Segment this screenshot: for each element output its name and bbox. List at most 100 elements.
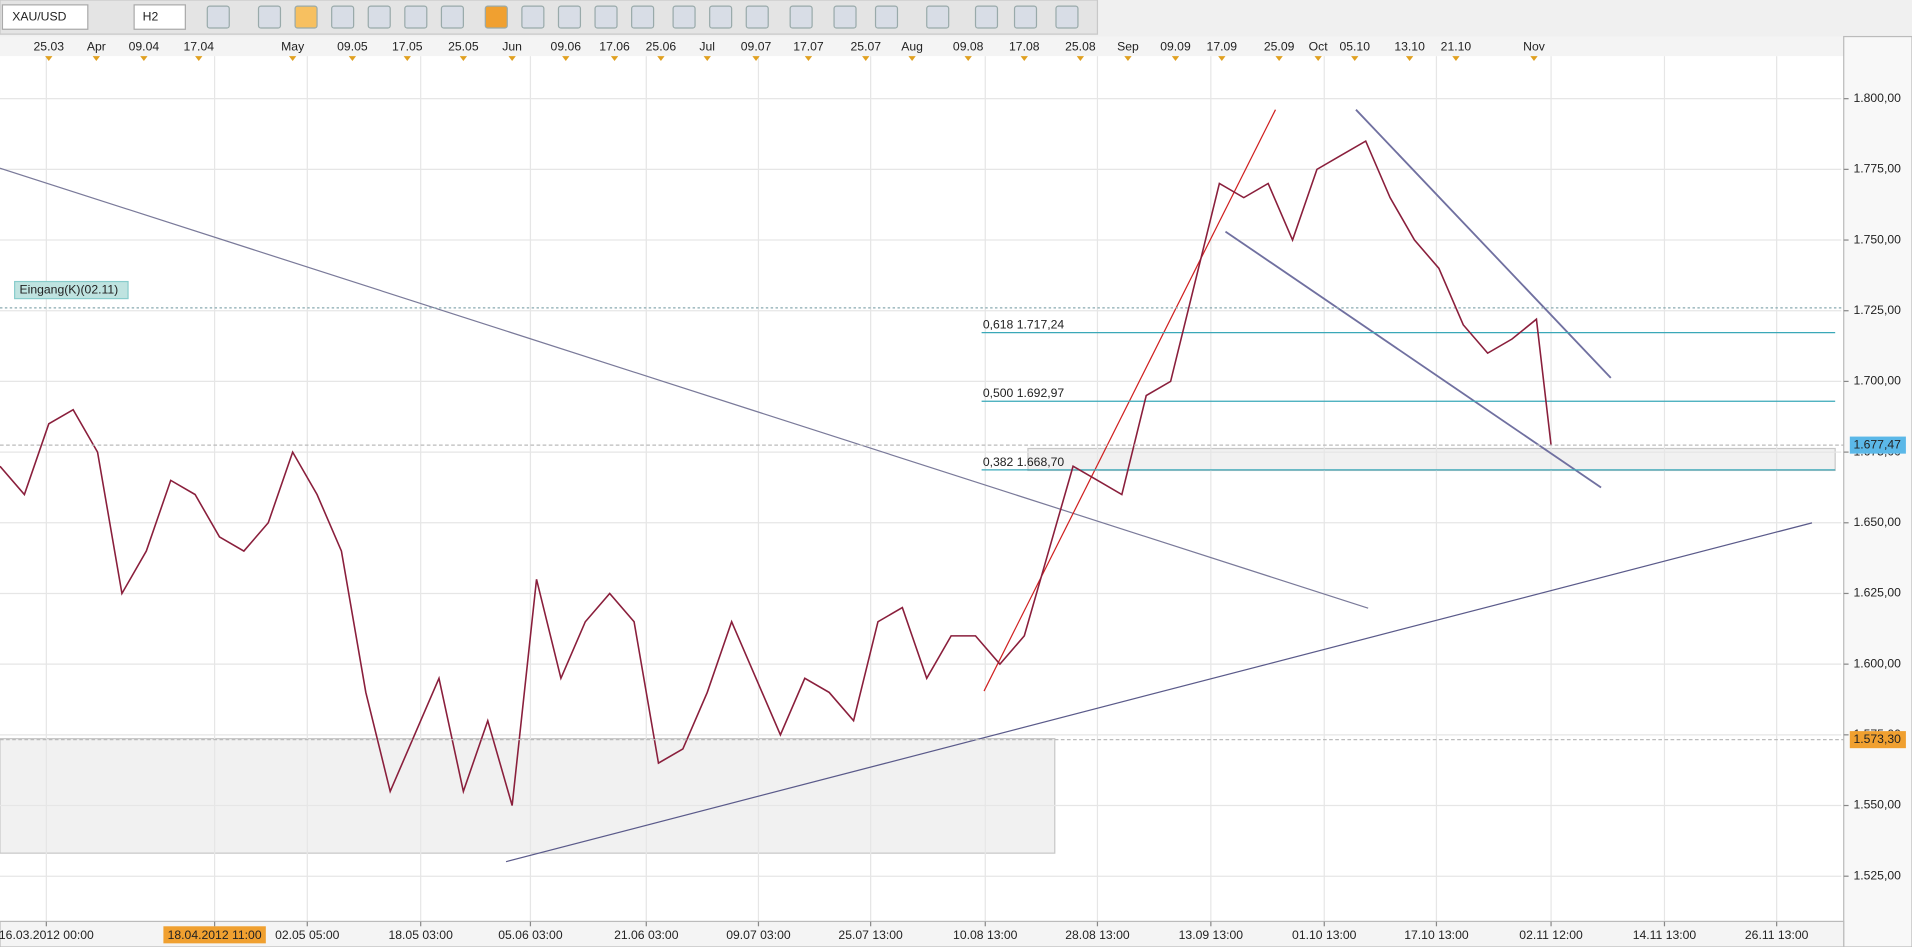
top-axis-label: Jul xyxy=(699,40,715,54)
tool-button[interactable] xyxy=(709,5,733,29)
price-line xyxy=(0,139,1552,806)
top-axis-label: 09.06 xyxy=(551,40,582,54)
tool-button[interactable] xyxy=(331,5,355,29)
tool-button[interactable] xyxy=(257,5,282,29)
top-axis-label: 25.08 xyxy=(1065,40,1096,54)
y-tick-label: 1.725,00 xyxy=(1853,303,1901,317)
time-tick xyxy=(1314,56,1322,61)
top-axis-label: Apr xyxy=(87,40,106,54)
top-axis-label: Nov xyxy=(1523,40,1546,54)
tool-button[interactable] xyxy=(557,5,582,29)
trendline xyxy=(0,167,1369,609)
time-tick xyxy=(288,56,297,61)
top-axis-label: May xyxy=(281,40,305,54)
tool-button[interactable] xyxy=(789,5,813,29)
bottom-axis-label: 02.11 12:00 xyxy=(1519,928,1583,942)
top-axis-label: 17.05 xyxy=(392,40,423,54)
symbol-select[interactable] xyxy=(1,4,89,30)
tool-button[interactable] xyxy=(874,5,899,29)
bottom-axis-label: 13.09 13:00 xyxy=(1179,928,1244,942)
bottom-axis-label: 10.08 13:00 xyxy=(953,928,1018,942)
tool-button[interactable] xyxy=(294,5,318,29)
timeframe-select[interactable] xyxy=(133,4,186,30)
time-tick xyxy=(45,56,53,61)
bottom-axis-label: 21.06 03:00 xyxy=(614,928,679,942)
top-axis-label: 25.07 xyxy=(851,40,882,54)
top-axis-label: Oct xyxy=(1309,40,1329,54)
symbol: XAU/USD xyxy=(12,9,66,23)
trendline xyxy=(505,522,1813,863)
tool-button[interactable] xyxy=(440,5,464,29)
entry-label: Eingang(K)(02.11) xyxy=(20,282,119,296)
top-axis xyxy=(0,36,1844,57)
top-axis-label: 25.03 xyxy=(34,40,65,54)
bottom-axis-label: 17.10 13:00 xyxy=(1404,928,1469,942)
top-axis-label: 09.04 xyxy=(129,40,160,54)
top-axis-label: 05.10 xyxy=(1339,40,1370,54)
time-tick xyxy=(1076,56,1085,61)
time-tick xyxy=(1452,56,1460,61)
time-tick xyxy=(1020,56,1028,61)
time-tick xyxy=(862,56,870,61)
time-tick xyxy=(348,56,357,61)
top-axis-label: 21.10 xyxy=(1441,40,1472,54)
top-axis-label: 25.09 xyxy=(1264,40,1295,54)
tool-button[interactable] xyxy=(404,5,428,29)
bottom-axis-label: 01.10 13:00 xyxy=(1292,928,1357,942)
tool-button[interactable] xyxy=(672,5,696,29)
bottom-axis-label: 02.05 05:00 xyxy=(275,928,340,942)
y-tick-label: 1.550,00 xyxy=(1853,798,1901,812)
trendline xyxy=(983,109,1277,692)
top-axis-label: Sep xyxy=(1117,40,1139,54)
y-tick-label: 1.525,00 xyxy=(1853,868,1901,882)
top-axis-label: 09.08 xyxy=(953,40,984,54)
time-tick xyxy=(508,56,516,61)
top-axis-label: 09.07 xyxy=(741,40,772,54)
bottom-axis-label: 28.08 13:00 xyxy=(1065,928,1130,942)
top-axis-label: 17.07 xyxy=(793,40,824,54)
tool-button[interactable] xyxy=(1055,5,1079,29)
time-tick xyxy=(703,56,711,61)
bottom-axis-label: 09.07 03:00 xyxy=(726,928,791,942)
tool-button[interactable] xyxy=(594,5,618,29)
zone xyxy=(0,737,1056,854)
time-tick xyxy=(140,56,148,61)
time-tick xyxy=(459,56,468,61)
plot xyxy=(0,56,1842,922)
top-axis-label: 17.09 xyxy=(1207,40,1238,54)
toolbar-icons xyxy=(206,5,1079,29)
time-tick xyxy=(1351,56,1359,61)
tool-button[interactable] xyxy=(833,5,857,29)
time-tick xyxy=(752,56,760,61)
time-tick xyxy=(657,56,665,61)
time-tick xyxy=(964,56,972,61)
tool-button[interactable] xyxy=(926,5,950,29)
tool-button[interactable] xyxy=(974,5,999,29)
time-tick xyxy=(92,56,100,61)
bottom-axis-label: 26.11 13:00 xyxy=(1745,928,1809,942)
time-tick xyxy=(1275,56,1283,61)
top-axis-label: 25.06 xyxy=(646,40,677,54)
price-marker-label: 1.677,47 xyxy=(1853,437,1901,451)
time-highlight xyxy=(163,926,266,944)
tool-button[interactable] xyxy=(367,5,391,29)
time-tick xyxy=(1124,56,1132,61)
time-tick xyxy=(1218,56,1226,61)
y-tick-label: 1.625,00 xyxy=(1853,586,1901,600)
y-tick-label: 1.700,00 xyxy=(1853,374,1901,388)
tool-button[interactable] xyxy=(521,5,545,29)
time-tick xyxy=(908,56,916,61)
tool-button[interactable] xyxy=(631,5,655,29)
bottom-axis-label: 05.06 03:00 xyxy=(498,928,563,942)
tool-button[interactable] xyxy=(484,5,508,29)
tool-button[interactable] xyxy=(1013,5,1038,29)
bottom-axis-label: 18.04.2012 11:00 xyxy=(168,928,262,942)
y-tick-label: 1.750,00 xyxy=(1853,232,1901,246)
tool-button[interactable] xyxy=(206,5,230,29)
top-axis-label: 09.05 xyxy=(337,40,368,54)
price-marker xyxy=(1849,731,1906,749)
fib-label: 0,382 1.668,70 xyxy=(983,455,1065,469)
tool-button[interactable] xyxy=(745,5,769,29)
